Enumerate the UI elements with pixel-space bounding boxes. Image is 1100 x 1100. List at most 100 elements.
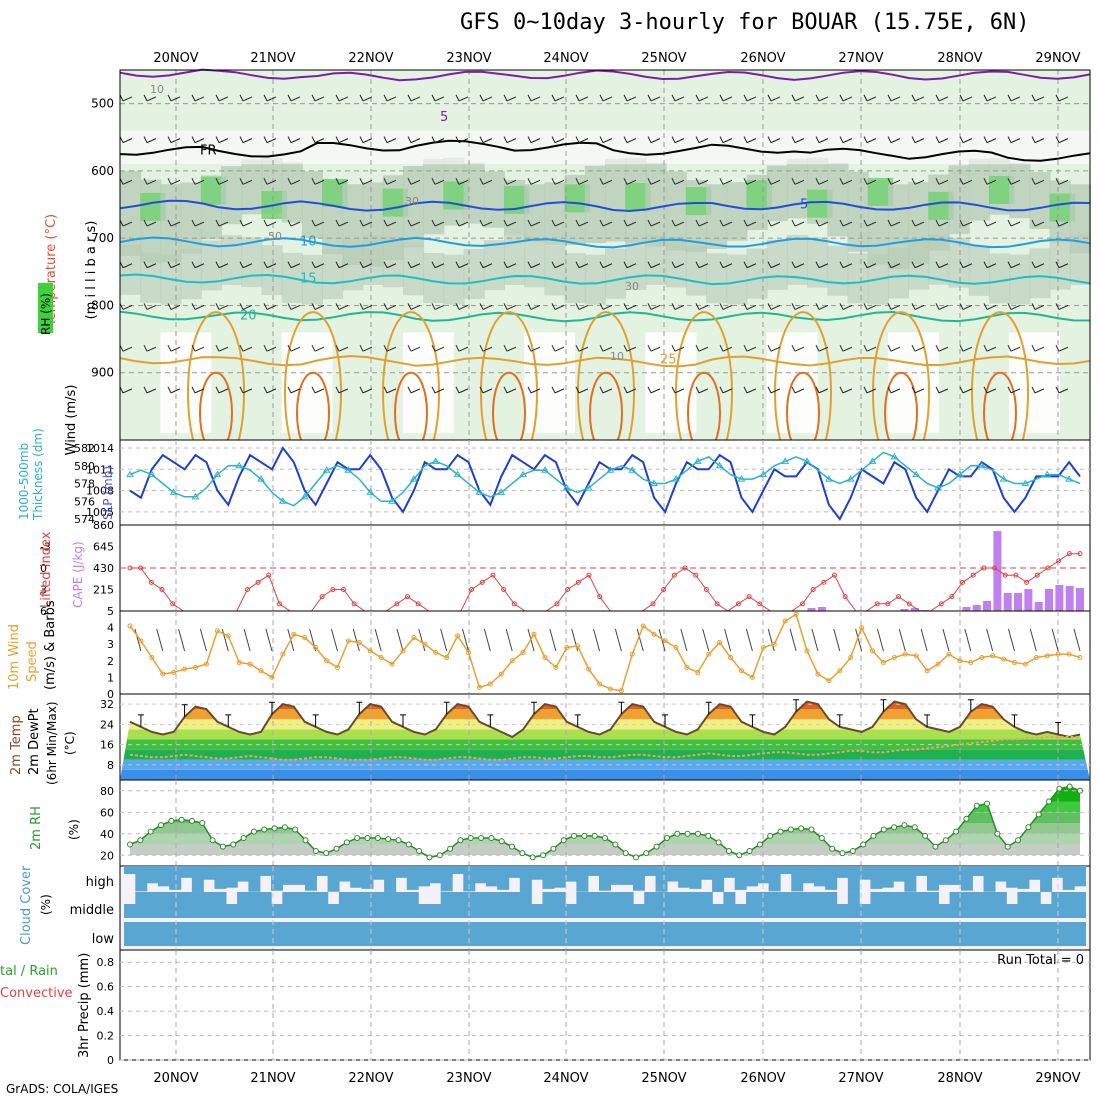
cloud-high-bar [508,866,521,878]
cloud-middle-bar [293,892,306,918]
cloud-middle-bar [1028,892,1041,918]
10m-wind-barb [833,628,841,652]
wind-barb [719,94,733,102]
wind-barb [935,386,949,394]
rh-band [1049,239,1071,290]
rh-band [887,248,910,299]
cloud-low-bar [248,922,261,946]
cloud-low-bar [1062,922,1075,946]
wind-barb [383,386,397,394]
cloud-low-bar [836,922,849,946]
2m-rh-marker [839,850,846,857]
2m-rh-marker [1025,824,1032,831]
2m-rh-marker [901,822,908,829]
wind-speed-marker [1077,654,1083,660]
cloud-high-bar [632,866,645,891]
2m-rh-marker [188,817,195,824]
wind-barb [815,344,829,352]
cloud-high-bar [621,866,634,885]
wind-barb [791,219,805,227]
wind-barb [191,94,205,102]
cloud-low-bar [655,922,668,946]
cloud-middle-bar [712,904,725,918]
2m-rh-marker [230,841,237,848]
lifted-index-marker [511,601,517,607]
pressure-tick-label: 800 [91,298,114,312]
cloud-high-bar [904,866,917,892]
temp-maxmin-bar [967,699,974,712]
wind-barb [767,178,781,185]
wind-barb [431,136,445,144]
wind-barb [503,94,517,102]
cloud-high-bar [723,866,736,878]
cape-bar [817,607,826,611]
temp-maxmin-bar [618,701,625,715]
cloud-low-bar [893,922,906,946]
cloud-middle-bar [214,892,227,918]
cloud-low-bar [632,922,645,946]
wind-barb [815,178,829,185]
10m-wind-barb [1051,628,1059,652]
wind-barb [191,344,205,352]
2m-rh-marker [168,817,175,824]
wind-tick-label: 0 [107,688,114,701]
lifted-index-marker [799,601,805,607]
cloud-high-bar [338,866,351,882]
lifted-index-marker [159,587,165,592]
wind-speed-marker [542,654,548,660]
thickness-marker [890,452,899,460]
cloud-high-bar [406,866,419,890]
wind-barb [1007,261,1021,269]
cloud-low-bar [338,922,351,946]
2m-rh-marker [736,852,743,859]
cloud-middle-bar [316,892,329,918]
cloud-middle-bar [949,892,962,918]
2m-rh-marker [178,816,185,823]
wind-barb [383,94,397,102]
wind-tick-label: 1 [107,671,114,684]
10m-wind-barb [767,628,775,652]
cloud-high-bar [565,866,578,882]
wind-barb [455,261,469,269]
rh-band [322,249,344,300]
wind-speed-marker [127,623,133,629]
cloud-middle-bar [237,892,250,918]
wind-barb [407,344,421,352]
cloud-middle-bar [542,892,555,918]
cloud-low-bar [859,922,872,946]
10m-wind-barb [483,628,491,652]
wind-speed-marker [520,650,526,655]
cloud-high-bar [915,866,928,876]
rh-dry-pocket [1009,332,1061,434]
wind-barb [671,386,685,394]
cloud-low-bar [813,922,826,946]
wind-barb [311,261,325,269]
rh-band [423,253,445,304]
wind-barb [695,386,709,394]
cloud-low-bar [599,922,611,946]
wind-speed-marker [728,654,734,660]
cloud-middle-bar [836,904,849,918]
rh-legend-label-group: RH (%) [39,293,53,335]
2m-rh-marker [911,824,918,831]
cloud-high-bar [1074,866,1086,887]
10m-wind-barb [134,628,142,652]
wind-speed-marker [1066,651,1072,657]
rh-tick-label: 20 [100,849,114,862]
wind-barb [335,303,349,310]
2m-rh-marker [891,824,898,831]
cloud-middle-bar [384,892,397,918]
cloud-middle-bar [553,892,566,918]
wind-barb [143,386,157,394]
cloud-tier-label: high [86,875,114,890]
cloud-high-bar [768,866,781,892]
temp-band [120,729,1090,740]
cloud-low-bar [508,922,521,946]
temperature-contour-line [119,139,1091,162]
footer-credit: GrADS: COLA/IGES [6,1082,119,1096]
precip-panel-frame [119,949,1091,1061]
rh-band [726,254,748,305]
cloud-low-bar [169,922,182,946]
cloud-low-bar [712,922,725,946]
thickness-marker [191,492,200,500]
